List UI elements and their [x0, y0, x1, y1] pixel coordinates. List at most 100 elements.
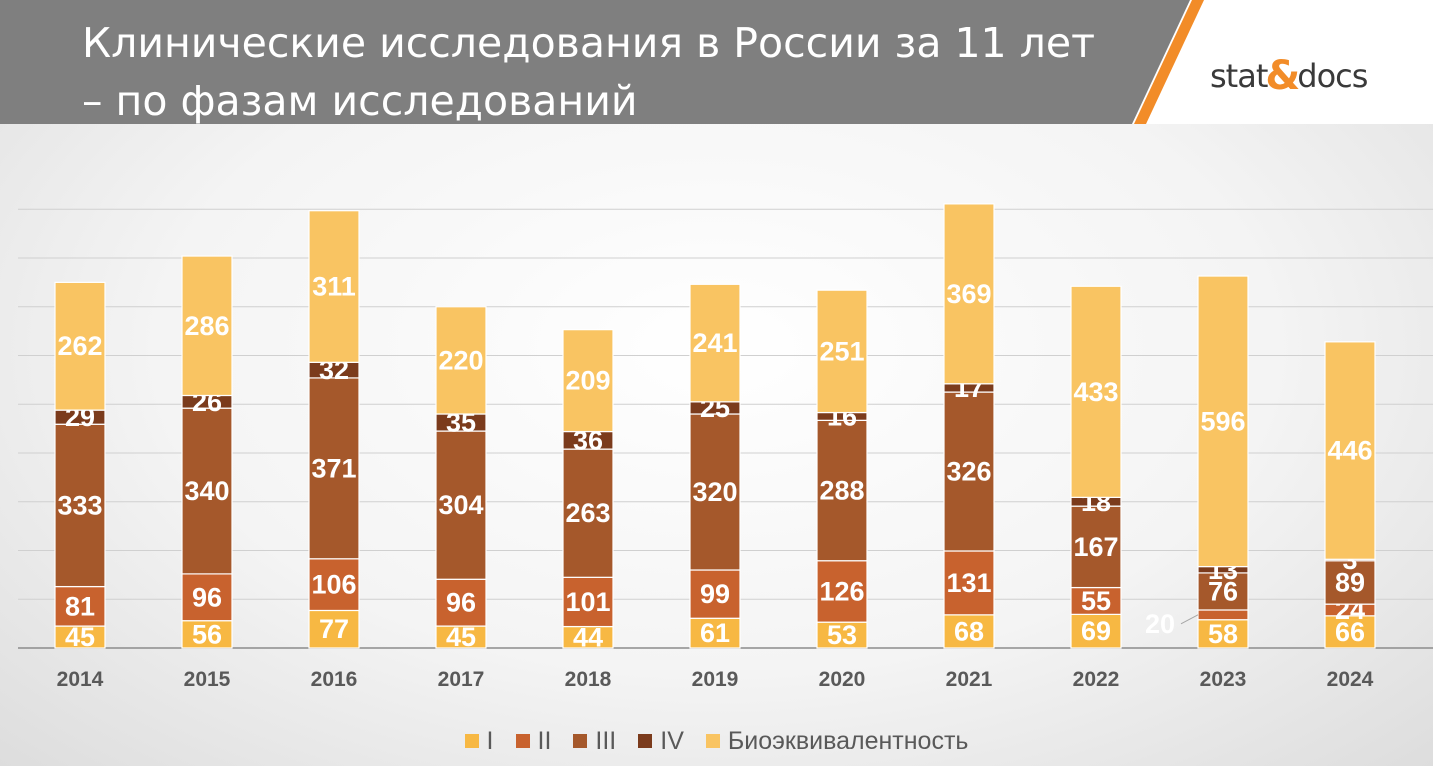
page-title: Клинические исследования в России за 11 …: [82, 14, 1095, 130]
data-label: 371: [311, 453, 356, 483]
data-label: 76: [1208, 576, 1238, 606]
leader-line: [1180, 614, 1199, 625]
data-label: 263: [565, 498, 610, 528]
data-label: 96: [192, 582, 222, 612]
data-label: 220: [438, 345, 483, 375]
data-label: 58: [1208, 619, 1238, 649]
data-label: 20: [1145, 609, 1175, 639]
legend-label: II: [537, 726, 552, 755]
data-label: 96: [446, 588, 476, 618]
logo: stat & docs: [1210, 53, 1368, 99]
x-tick-label: 2022: [1073, 668, 1120, 691]
title-line-2: – по фазам исследований: [82, 77, 638, 125]
bar-segment: [1070, 586, 1122, 615]
bar-segment: [435, 306, 487, 415]
header-shape: [0, 0, 1204, 124]
bar-segment: [943, 391, 995, 552]
data-label: 126: [819, 576, 864, 606]
data-label: 69: [1081, 616, 1111, 646]
bar-segment: [1197, 609, 1249, 621]
bar-segment: [689, 617, 741, 649]
bar-segment: [181, 620, 233, 649]
data-label: 45: [446, 622, 476, 652]
x-tick-label: 2015: [184, 668, 231, 691]
data-label: 66: [1335, 617, 1365, 647]
data-label: 106: [311, 570, 356, 600]
data-label: 340: [184, 476, 229, 506]
data-label: 241: [692, 328, 737, 358]
data-label: 251: [819, 336, 864, 366]
bar-segment: [1324, 615, 1376, 649]
legend-swatch: [638, 734, 653, 748]
x-tick-label: 2021: [946, 668, 993, 691]
bar-segment: [1197, 275, 1249, 568]
data-label: 167: [1073, 532, 1118, 562]
data-label: 45: [65, 622, 95, 652]
bar-segment: [1197, 619, 1249, 649]
bar-segment: [943, 203, 995, 385]
bar-segment: [435, 430, 487, 580]
data-label: 326: [946, 457, 991, 487]
x-tick-label: 2020: [819, 668, 866, 691]
x-tick-label: 2019: [692, 668, 739, 691]
bar-segment: [1070, 285, 1122, 498]
bar-segment: [562, 329, 614, 433]
legend-item: Биоэквивалентность: [705, 727, 968, 756]
data-label: 61: [700, 618, 730, 648]
data-label: 81: [65, 591, 95, 621]
bar-segment: [816, 289, 868, 414]
x-tick-label: 2024: [1327, 668, 1374, 691]
data-label: 101: [565, 587, 610, 617]
legend-swatch: [705, 734, 720, 748]
data-label: 209: [565, 366, 610, 396]
x-tick-label: 2018: [565, 668, 612, 691]
bar-segment: [1324, 341, 1376, 560]
logo-ampersand: &: [1265, 53, 1300, 99]
legend: I II III IV Биоэквивалентность: [0, 724, 1433, 758]
bar-segment: [181, 407, 233, 575]
data-label: 433: [1073, 377, 1118, 407]
bar-segment: [1324, 560, 1376, 605]
legend-item: I: [464, 726, 494, 756]
bar-segment: [689, 283, 741, 403]
data-label: 68: [954, 616, 984, 646]
data-label: 304: [438, 490, 483, 520]
legend-swatch: [515, 734, 530, 748]
legend-item: IV: [638, 727, 684, 756]
bar-segment: [54, 423, 106, 588]
bar-segment: [54, 585, 106, 627]
data-label: 288: [819, 476, 864, 506]
legend-label: I: [486, 726, 494, 755]
legend-item: III: [573, 727, 616, 756]
bar-segment: [689, 413, 741, 571]
stacked-bar-chart: 4581333292622014569634026286201577106371…: [18, 203, 1433, 691]
header-band: Клинические исследования в России за 11 …: [0, 0, 1433, 125]
x-tick-label: 2017: [438, 668, 485, 691]
legend-label: IV: [660, 726, 684, 755]
data-label: 131: [946, 568, 991, 598]
bar-segment: [54, 281, 106, 411]
bar-segment: [816, 560, 868, 623]
legend-item: II: [515, 726, 552, 756]
legend-label: III: [595, 726, 617, 755]
x-tick-label: 2016: [311, 668, 358, 691]
bar-segment: [308, 558, 360, 612]
data-label: 369: [946, 279, 991, 309]
data-label: 99: [700, 579, 730, 609]
data-label: 446: [1327, 436, 1372, 466]
chart-area: 45 81 333 29 262 2014 56 96 340 26 286 2015 77 106 371…: [0, 124, 1433, 766]
x-tick-label: 2023: [1200, 668, 1247, 691]
bar-segment: [308, 210, 360, 363]
x-tick-label: 2014: [57, 668, 104, 691]
bar-segment: [1197, 572, 1249, 611]
data-label: 320: [692, 477, 737, 507]
data-label: 89: [1335, 567, 1365, 597]
logo-text-right: docs: [1297, 57, 1368, 95]
bar-segment: [308, 377, 360, 560]
logo-text-left: stat: [1210, 57, 1268, 95]
bar-segment: [943, 614, 995, 649]
data-label: 596: [1200, 406, 1245, 436]
data-label: 286: [184, 311, 229, 341]
data-label: 311: [312, 272, 356, 302]
data-label: 77: [319, 614, 349, 644]
